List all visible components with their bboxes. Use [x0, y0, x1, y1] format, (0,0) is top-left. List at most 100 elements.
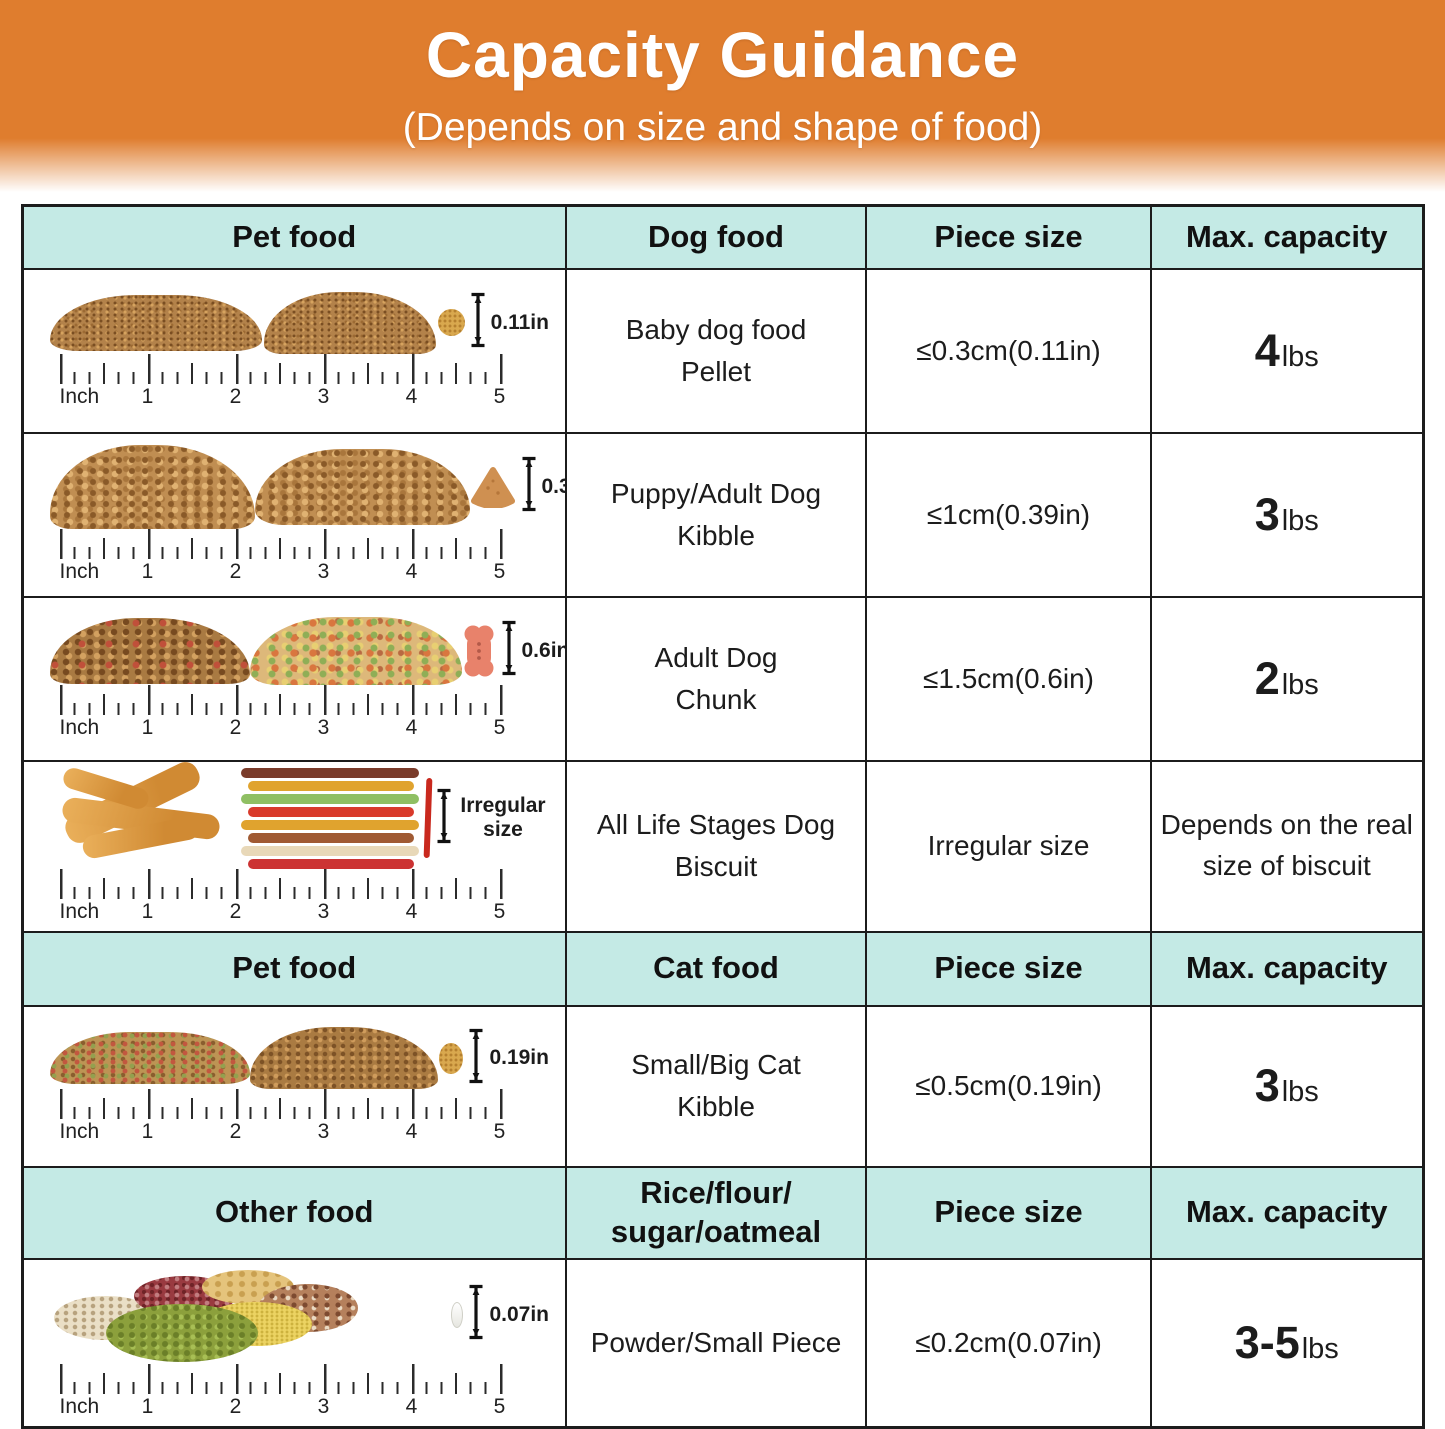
treat-mix-pile-image	[249, 616, 462, 685]
size-label: 0.39in	[541, 474, 565, 498]
ruler-mark-label: 1	[141, 899, 154, 923]
inch-ruler: Inch 1 2 3 4 5	[59, 1363, 565, 1420]
ruler-mark-label: 2	[229, 559, 242, 583]
ruler-mark-label: 4	[405, 1120, 418, 1143]
ruler-mark-label: 1	[141, 384, 154, 408]
ruler-mark-label: 5	[493, 715, 506, 739]
treat-sticks-image	[240, 767, 419, 869]
ruler-mark-label: 4	[405, 1394, 418, 1418]
pellet-pile-image	[263, 291, 436, 354]
header-cell-dog-food: Dog food	[565, 204, 867, 270]
table-header-row: Other food Rice/flour/sugar/oatmeal Piec…	[21, 1165, 1424, 1260]
size-label: 0.11in	[490, 310, 549, 334]
ruler-unit-label: Inch	[59, 1120, 100, 1143]
grains-pile-image	[50, 1266, 362, 1364]
ruler-mark-label: 2	[229, 384, 242, 408]
ruler-tick-strip	[59, 868, 506, 899]
ruler-mark-label: 1	[141, 559, 154, 583]
pellet-sample-icon	[437, 309, 465, 336]
header-cell-rice-flour: Rice/flour/sugar/oatmeal	[565, 1165, 867, 1260]
ruler-mark-label: 4	[405, 715, 418, 739]
capacity-table: Pet food Dog food Piece size Max. capaci…	[20, 204, 1425, 1429]
hero-banner: Capacity Guidance (Depends on size and s…	[0, 0, 1445, 192]
table-row: 0.39in Inch 1 2 3 4 5 Puppy/Adult DogKib…	[21, 431, 1424, 598]
size-bracket-icon	[437, 788, 451, 843]
kibble-sample-icon	[470, 466, 515, 508]
table-row: Irregular size Inch 1 2 3 4 5 All Life S…	[21, 759, 1424, 933]
sample-size-indicator: 0.39in	[470, 456, 565, 517]
sample-size-indicator: Irregular size	[423, 777, 549, 859]
piece-size-cell: ≤0.5cm(0.19in)	[865, 1004, 1152, 1168]
header-cell-pet-food: Pet food	[21, 930, 567, 1007]
max-capacity-cell: 4lbs	[1150, 267, 1424, 434]
cat-kibble-pile-image	[49, 1032, 250, 1084]
ruler-unit-label: Inch	[59, 384, 100, 408]
header-cell-max-capacity: Max. capacity	[1150, 204, 1424, 270]
ruler-mark-label: 2	[229, 715, 242, 739]
sample-size-indicator: 0.19in	[439, 1028, 549, 1089]
sample-size-indicator: 0.07in	[451, 1284, 549, 1345]
inch-ruler: Inch 1 2 3 4 5	[59, 353, 565, 410]
food-visual-cell: 0.11in Inch 1 2 3 4 5	[21, 267, 567, 434]
ruler-mark-label: 5	[493, 559, 506, 583]
ruler-mark-label: 3	[317, 899, 330, 923]
header-cell-piece-size: Piece size	[865, 204, 1152, 270]
piece-size-cell: ≤1cm(0.39in)	[865, 431, 1152, 598]
food-visual-cell: 0.6in Inch 1 2 3 4 5	[21, 595, 567, 762]
food-name-cell: Adult Dog Chunk	[565, 595, 867, 762]
pellet-pile-image	[49, 294, 262, 351]
ruler-mark-label: 2	[229, 1394, 242, 1418]
ruler-mark-label: 5	[493, 899, 506, 923]
size-label: Irregular size	[460, 793, 546, 841]
ruler-mark-label: 3	[317, 1394, 330, 1418]
ruler-mark-label: 4	[405, 559, 418, 583]
food-visual-cell: 0.19in Inch 1 2 3 4 5	[21, 1004, 567, 1168]
ruler-mark-label: 3	[317, 1120, 330, 1143]
food-name-cell: Baby dog food Pellet	[565, 267, 867, 434]
header-cell-other-food: Other food	[21, 1165, 567, 1260]
sample-size-indicator: 0.11in	[437, 292, 549, 353]
ruler-mark-label: 1	[141, 1120, 154, 1143]
size-label: 0.07in	[489, 1302, 549, 1326]
inch-ruler: Inch 1 2 3 4 5	[59, 684, 565, 741]
ruler-tick-strip	[59, 353, 506, 384]
size-bracket-icon	[469, 1028, 483, 1083]
food-name-cell: Powder/Small Piece	[565, 1257, 867, 1428]
table-row: 0.07in Inch 1 2 3 4 5 Powder/Small Piece…	[21, 1257, 1424, 1428]
sample-size-indicator: 0.6in	[462, 620, 564, 681]
inch-ruler: Inch 1 2 3 4 5	[59, 868, 565, 925]
ruler-unit-label: Inch	[59, 715, 100, 739]
ruler-tick-strip	[59, 1363, 506, 1394]
piece-size-cell: Irregular size	[865, 759, 1152, 933]
ruler-tick-strip	[59, 1089, 506, 1119]
food-name-cell: Puppy/Adult Dog Kibble	[565, 431, 867, 598]
ruler-unit-label: Inch	[59, 559, 100, 583]
size-bracket-icon	[502, 620, 515, 676]
ruler-mark-label: 5	[493, 384, 506, 408]
ruler-mark-label: 3	[317, 715, 330, 739]
table-row: 0.6in Inch 1 2 3 4 5 Adult Dog Chunk ≤1.5…	[21, 595, 1424, 762]
food-visual-cell: Irregular size Inch 1 2 3 4 5	[21, 759, 567, 933]
piece-size-cell: ≤0.3cm(0.11in)	[865, 267, 1152, 434]
ruler-mark-label: 4	[405, 899, 418, 923]
header-cell-piece-size: Piece size	[865, 930, 1152, 1007]
header-cell-piece-size: Piece size	[865, 1165, 1152, 1260]
capacity-note: Depends on the real size of biscuit	[1160, 809, 1413, 881]
chunk-pile-image	[49, 617, 250, 684]
ruler-mark-label: 4	[405, 384, 418, 408]
bone-sample-icon	[464, 625, 493, 676]
food-visual-cell: 0.39in Inch 1 2 3 4 5	[21, 431, 567, 598]
max-capacity-cell: 3-5lbs	[1150, 1257, 1424, 1428]
ruler-unit-label: Inch	[59, 1394, 100, 1418]
ruler-mark-label: 2	[229, 1120, 242, 1143]
ruler-mark-label: 1	[141, 715, 154, 739]
ruler-tick-strip	[59, 684, 506, 715]
max-capacity-cell: 3lbs	[1150, 1004, 1424, 1168]
max-capacity-cell: Depends on the real size of biscuit	[1150, 759, 1424, 933]
stick-sample-icon	[423, 777, 433, 859]
ruler-mark-label: 3	[317, 384, 330, 408]
inch-ruler: Inch 1 2 3 4 5	[59, 528, 565, 585]
food-visual-cell: 0.07in Inch 1 2 3 4 5	[21, 1257, 567, 1428]
food-name-cell: Small/Big Cat Kibble	[565, 1004, 867, 1168]
ruler-mark-label: 5	[493, 1394, 506, 1418]
